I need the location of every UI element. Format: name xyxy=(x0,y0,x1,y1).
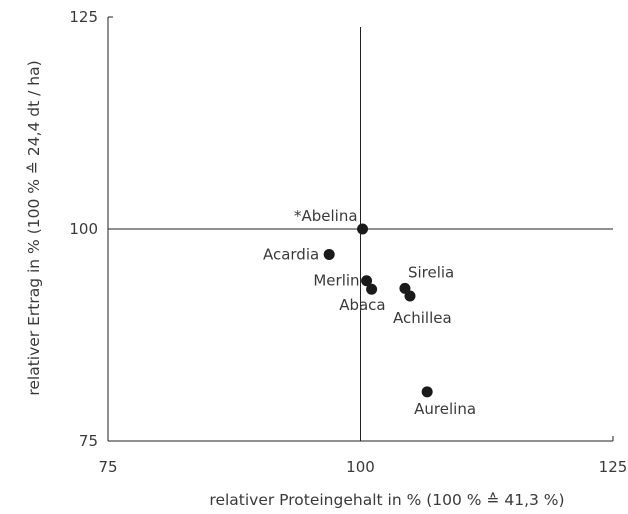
point-label: Sirelia xyxy=(408,263,454,281)
point-label: Aurelina xyxy=(414,400,476,418)
x-tick-label: 75 xyxy=(98,458,117,476)
data-point xyxy=(366,283,378,295)
point-label: *Abelina xyxy=(294,207,358,225)
x-axis-label: relativer Proteingehalt in % (100 % ≙ 41… xyxy=(209,491,564,509)
point-label: Merlin xyxy=(313,272,359,290)
y-tick-label: 100 xyxy=(69,220,98,238)
point-label: Achillea xyxy=(393,309,452,327)
data-point xyxy=(357,223,369,235)
point-label: Acardia xyxy=(263,245,319,263)
data-point xyxy=(361,275,373,287)
x-tick-label: 100 xyxy=(346,458,375,476)
y-tick-label: 125 xyxy=(69,8,98,26)
y-tick-label: 75 xyxy=(79,432,98,450)
point-label: Abaca xyxy=(339,296,385,314)
data-point xyxy=(421,386,433,398)
x-tick-label: 125 xyxy=(599,458,628,476)
point-labels: *Abelina Acardia Merlin Abaca Sirelia Achille… xyxy=(263,207,476,418)
data-point xyxy=(404,290,416,302)
data-points xyxy=(323,223,433,398)
ticks: 75 100 125 75 100 125 xyxy=(69,8,627,476)
y-axis-label: relativer Ertrag in % (100 % ≙ 24,4 dt /… xyxy=(25,60,43,395)
data-point xyxy=(323,248,335,260)
